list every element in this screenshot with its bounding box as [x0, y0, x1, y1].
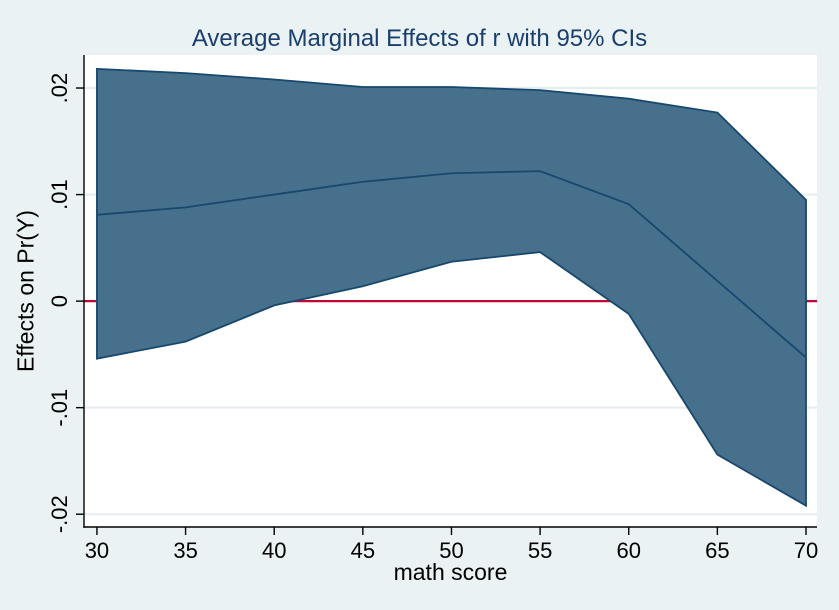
chart-title: Average Marginal Effects of r with 95% C… — [191, 25, 648, 52]
ame-line — [96, 170, 807, 359]
y-tick-label: .02 — [47, 73, 72, 104]
ci-band — [96, 67, 807, 508]
x-tick-label: 65 — [705, 538, 729, 563]
y-tick-label: -.01 — [47, 389, 72, 427]
y-tick-label: 0 — [47, 295, 72, 307]
y-tick-label: .01 — [47, 179, 72, 210]
x-tick-label: 50 — [439, 538, 463, 563]
x-axis-title: math score — [393, 559, 508, 585]
x-tick-label: 30 — [85, 538, 109, 563]
y-tick-label: -.02 — [47, 495, 72, 533]
x-tick-label: 60 — [617, 538, 641, 563]
x-tick-label: 70 — [794, 538, 818, 563]
x-tick-label: 45 — [351, 538, 375, 563]
x-tick-label: 40 — [262, 538, 286, 563]
x-tick-label: 35 — [173, 538, 197, 563]
x-tick-label: 55 — [528, 538, 552, 563]
